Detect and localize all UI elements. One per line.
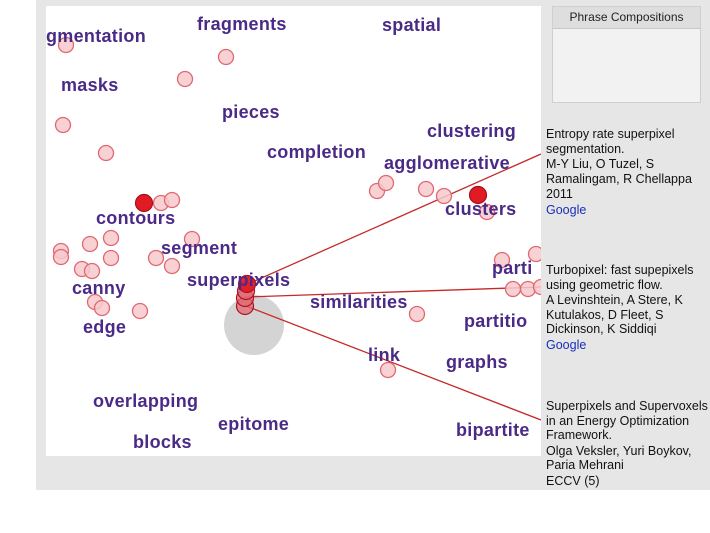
word-segment[interactable]: segment: [161, 238, 238, 258]
phrase-marker[interactable]: [435, 187, 453, 205]
paper-entry: Turbopixel: fast supepixels using geomet…: [546, 263, 710, 352]
phrase-map-canvas[interactable]: gmentation fragments spatial masks piece…: [46, 6, 541, 456]
phrase-marker[interactable]: [163, 191, 181, 209]
phrase-marker[interactable]: [81, 235, 99, 253]
phrase-marker[interactable]: [83, 262, 101, 280]
phrase-marker[interactable]: [102, 229, 120, 247]
word-masks[interactable]: masks: [61, 75, 119, 95]
paper-connector-line: [247, 153, 541, 285]
paper-connector-line: [245, 286, 541, 298]
paper-entry: Entropy rate superpixel segmentation. M-…: [546, 127, 710, 217]
paper-entry: Superpixels and Supervoxels in an Energy…: [546, 399, 710, 489]
phrase-marker[interactable]: [147, 249, 165, 267]
phrase-marker[interactable]: [532, 278, 542, 296]
word-similarities[interactable]: similarities: [310, 292, 408, 312]
google-link[interactable]: Google: [546, 202, 587, 217]
word-canny[interactable]: canny: [72, 278, 126, 298]
phrase-marker[interactable]: [176, 70, 194, 88]
word-overlapping[interactable]: overlapping: [93, 391, 199, 411]
phrase-marker[interactable]: [54, 116, 72, 134]
word-fragments[interactable]: fragments: [197, 14, 287, 34]
phrase-marker[interactable]: [504, 280, 522, 298]
phrase-marker[interactable]: [377, 174, 395, 192]
phrase-marker[interactable]: [379, 361, 397, 379]
word-segmentation[interactable]: gmentation: [46, 26, 146, 46]
word-blocks[interactable]: blocks: [133, 432, 192, 452]
paper-authors: Olga Veksler, Yuri Boykov, Paria Mehrani: [546, 443, 692, 473]
phrase-marker[interactable]: [93, 299, 111, 317]
google-link[interactable]: Google: [546, 337, 587, 352]
word-pieces[interactable]: pieces: [222, 102, 280, 122]
paper-connector-line: [245, 305, 541, 421]
phrase-compositions-panel[interactable]: Phrase Compositions: [552, 6, 701, 103]
highlighted-phrase-marker[interactable]: [134, 193, 154, 213]
phrase-marker[interactable]: [408, 305, 426, 323]
word-link[interactable]: link: [368, 345, 401, 365]
word-edge[interactable]: edge: [83, 317, 127, 337]
word-clusters[interactable]: clusters: [445, 199, 517, 219]
paper-title[interactable]: Entropy rate superpixel segmentation.: [546, 127, 675, 156]
phrase-marker[interactable]: [52, 248, 70, 266]
selection-lens[interactable]: [224, 295, 284, 355]
phrase-marker[interactable]: [217, 48, 235, 66]
phrase-marker[interactable]: [102, 249, 120, 267]
paper-venue: 2011: [546, 187, 573, 201]
paper-title[interactable]: Superpixels and Supervoxels in an Energy…: [546, 399, 708, 442]
word-spatial[interactable]: spatial: [382, 15, 442, 35]
phrase-marker[interactable]: [493, 251, 511, 269]
word-clustering[interactable]: clustering: [427, 121, 517, 141]
selected-phrase-marker[interactable]: [237, 274, 257, 294]
word-partitio[interactable]: partitio: [464, 311, 528, 331]
word-contours[interactable]: contours: [96, 208, 176, 228]
paper-authors: A Levinshtein, A Stere, K Kutulakos, D F…: [546, 293, 683, 336]
phrase-marker[interactable]: [527, 245, 542, 263]
phrase-marker[interactable]: [97, 144, 115, 162]
marker-layer[interactable]: [46, 6, 541, 456]
phrase-compositions-header: Phrase Compositions: [553, 7, 700, 29]
phrase-marker[interactable]: [57, 36, 75, 54]
word-superpixels[interactable]: superpixels: [187, 270, 291, 290]
phrase-marker[interactable]: [163, 257, 181, 275]
word-epitome[interactable]: epitome: [218, 414, 290, 434]
word-graphs[interactable]: graphs: [446, 352, 508, 372]
phrase-marker[interactable]: [183, 230, 201, 248]
word-bipartite[interactable]: bipartite: [456, 420, 530, 440]
word-completion[interactable]: completion: [267, 142, 367, 162]
sidebar: Phrase Compositions Entropy rate superpi…: [541, 6, 710, 490]
word-parti[interactable]: parti: [492, 258, 533, 278]
paper-title[interactable]: Turbopixel: fast supepixels using geomet…: [546, 263, 694, 292]
phrase-marker[interactable]: [478, 203, 496, 221]
word-agglomerative[interactable]: agglomerative: [384, 153, 510, 173]
phrase-marker[interactable]: [131, 302, 149, 320]
highlighted-phrase-marker[interactable]: [468, 185, 488, 205]
paper-venue: ECCV (5): [546, 473, 600, 488]
phrase-marker[interactable]: [417, 180, 435, 198]
paper-authors: M-Y Liu, O Tuzel, S Ramalingam, R Chella…: [546, 157, 692, 186]
